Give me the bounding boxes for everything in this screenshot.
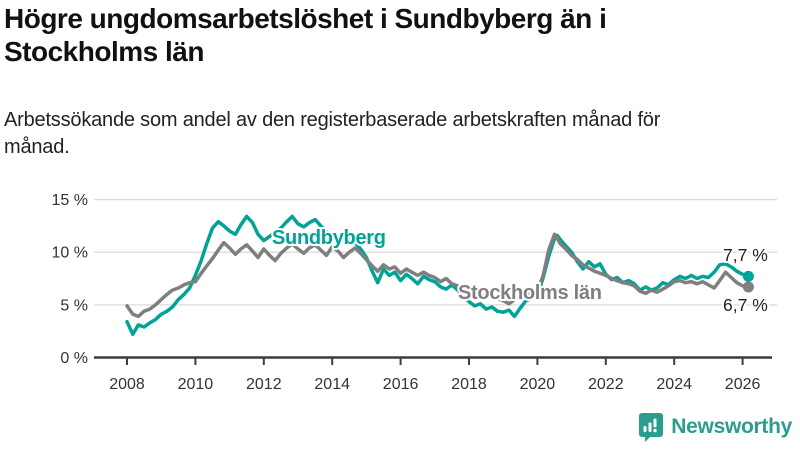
x-tick-label: 2024 (656, 376, 692, 393)
series-label: Stockholms län (458, 282, 602, 304)
y-tick-label: 5 % (60, 297, 88, 314)
y-tick-label: 10 % (52, 245, 88, 262)
y-tick-label: 15 % (52, 192, 88, 209)
x-tick-label: 2014 (314, 376, 350, 393)
x-tick-label: 2018 (451, 376, 487, 393)
series-end-dot (742, 270, 754, 282)
newsworthy-logo-text: Newsworthy (671, 415, 792, 438)
x-tick-label: 2020 (520, 376, 556, 393)
series-line (125, 214, 751, 337)
newsworthy-logo[interactable]: Newsworthy (638, 410, 792, 444)
series-label: Sundbyberg (272, 227, 386, 249)
x-tick-label: 2026 (725, 376, 761, 393)
x-tick-label: 2022 (588, 376, 624, 393)
series-end-value-label: 6,7 % (723, 295, 768, 315)
y-tick-label: 0 % (60, 350, 88, 367)
x-tick-label: 2012 (246, 376, 282, 393)
series-end-dot (742, 281, 754, 293)
page-title: Högre ungdomsarbetslöshet i Sundbyberg ä… (4, 3, 607, 68)
x-tick-label: 2008 (109, 376, 145, 393)
series-line (125, 232, 751, 319)
x-tick-label: 2010 (178, 376, 214, 393)
series-end-value-label: 7,7 % (723, 245, 768, 265)
newsworthy-logo-icon (639, 413, 664, 442)
chart-subtitle: Arbetssökande som andel av den registerb… (4, 109, 661, 158)
x-tick-label: 2016 (383, 376, 419, 393)
